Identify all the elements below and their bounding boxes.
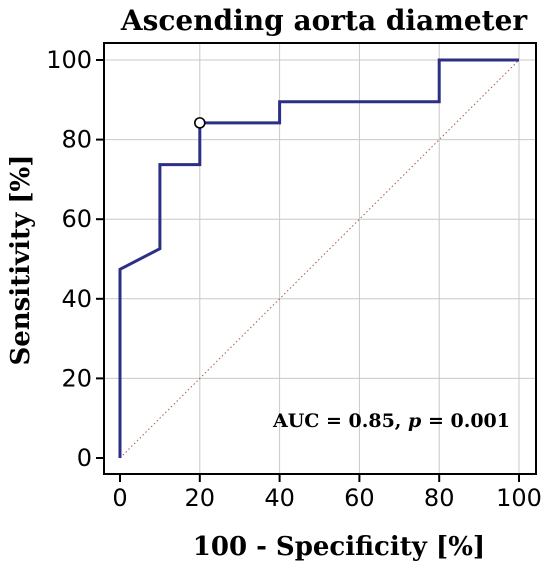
- x-tick-label-0: 0: [112, 484, 127, 512]
- y-tick-label-0: 0: [77, 444, 92, 472]
- y-axis-label: Sensitivity [%]: [6, 154, 36, 365]
- x-ticks: 0 20 40 60 80 100: [112, 474, 542, 512]
- x-tick-label-60: 60: [344, 484, 375, 512]
- y-tick-label-80: 80: [61, 126, 92, 154]
- x-tick-label-40: 40: [264, 484, 295, 512]
- x-tick-label-100: 100: [496, 484, 542, 512]
- x-tick-label-80: 80: [424, 484, 455, 512]
- optimal-cutoff-point: [194, 117, 206, 129]
- auc-annotation-p: p: [408, 410, 422, 432]
- auc-annotation: AUC = 0.85, p = 0.001: [272, 410, 510, 432]
- y-tick-label-20: 20: [61, 364, 92, 392]
- x-axis-label: 100 - Specificity [%]: [193, 532, 485, 562]
- y-ticks: 0 20 40 60 80 100: [46, 46, 104, 472]
- y-tick-label-100: 100: [46, 46, 92, 74]
- chart-title: Ascending aorta diameter: [120, 4, 529, 37]
- y-tick-label-40: 40: [61, 285, 92, 313]
- x-tick-label-20: 20: [185, 484, 216, 512]
- y-tick-label-60: 60: [61, 205, 92, 233]
- auc-annotation-suffix: = 0.001: [421, 410, 510, 432]
- auc-annotation-prefix: AUC = 0.85,: [272, 410, 408, 432]
- plot-frame: [103, 42, 537, 475]
- reference-diagonal: [119, 59, 520, 459]
